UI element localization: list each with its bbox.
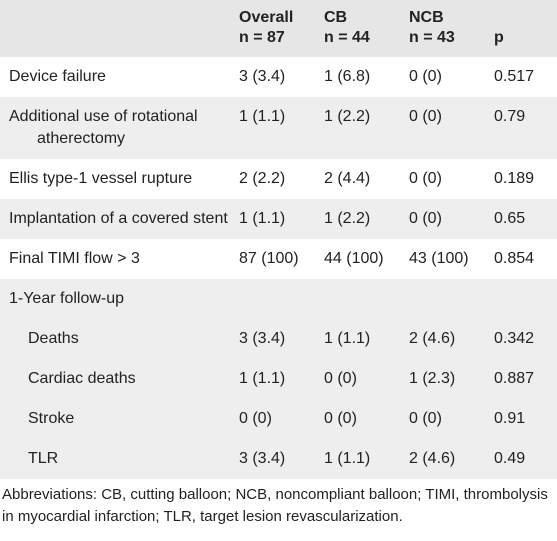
column-n: n = 44 (324, 29, 370, 46)
cell: 0.342 (494, 330, 535, 347)
cell: 0 (0) (409, 210, 442, 227)
cell: 1 (2.2) (324, 108, 371, 125)
column-header: NCB n = 43 (409, 0, 494, 57)
cell: 2 (4.4) (324, 170, 371, 187)
header-empty (0, 0, 239, 57)
cell: 0.65 (494, 210, 526, 227)
table-header: Overall n = 87 CB n = 44 NCB n = 43 p (0, 0, 557, 57)
table-row: Deaths 3 (3.4) 1 (1.1) 2 (4.6) 0.342 (0, 319, 557, 359)
cell: 1 (1.1) (239, 108, 286, 125)
cell: 43 (100) (409, 250, 469, 267)
cell: 0.91 (494, 410, 526, 427)
cell: 3 (3.4) (239, 450, 286, 467)
cell: 0.854 (494, 250, 535, 267)
cell: 0.517 (494, 68, 535, 85)
cell: 1 (1.1) (324, 450, 371, 467)
row-label: Ellis type-1 vessel rupture (9, 170, 193, 187)
table-row: Stroke 0 (0) 0 (0) 0 (0) 0.91 (0, 399, 557, 439)
table-row: Implantation of a covered stent 1 (1.1) 1 … (0, 199, 557, 239)
cell: 3 (3.4) (239, 330, 286, 347)
column-header: CB n = 44 (324, 0, 409, 57)
cell: 0.189 (494, 170, 535, 187)
table-row: Additional use of rotational atherectomy… (0, 97, 557, 159)
column-title: CB (324, 9, 348, 26)
table-row: Ellis type-1 vessel rupture 2 (2.2) 2 (4.4… (0, 159, 557, 199)
cell: 0 (0) (409, 170, 442, 187)
row-label: Additional use of rotational atherectomy (9, 108, 198, 147)
header-row: Overall n = 87 CB n = 44 NCB n = 43 p (0, 0, 557, 57)
row-label: TLR (28, 450, 59, 467)
row-label: Stroke (28, 410, 75, 427)
cell: 0 (0) (324, 370, 357, 387)
cell: 1 (6.8) (324, 68, 371, 85)
spacer (494, 8, 557, 28)
row-label: Deaths (28, 330, 79, 347)
table-row: Cardiac deaths 1 (1.1) 0 (0) 1 (2.3) 0.887 (0, 359, 557, 399)
table-body: Device failure 3 (3.4) 1 (6.8) 0 (0) 0.517 Ad… (0, 57, 557, 479)
row-label: Device failure (9, 68, 106, 85)
table-row: Device failure 3 (3.4) 1 (6.8) 0 (0) 0.517 (0, 57, 557, 97)
cell: 0 (0) (409, 410, 442, 427)
cell: 1 (2.3) (409, 370, 456, 387)
column-header: Overall n = 87 (239, 0, 324, 57)
row-label: Cardiac deaths (28, 370, 136, 387)
column-title: NCB (409, 9, 444, 26)
cell: 1 (2.2) (324, 210, 371, 227)
cell: 2 (4.6) (409, 330, 456, 347)
section-label: 1-Year follow-up (9, 290, 125, 307)
cell: 0 (0) (409, 108, 442, 125)
row-label: Implantation of a covered stent (9, 210, 228, 227)
cell: 1 (1.1) (324, 330, 371, 347)
cell: 2 (4.6) (409, 450, 456, 467)
section-row: 1-Year follow-up (0, 279, 557, 319)
cell: 3 (3.4) (239, 68, 286, 85)
cell: 0.887 (494, 370, 535, 387)
cell: 1 (1.1) (239, 210, 286, 227)
table-row: Final TIMI flow > 3 87 (100) 44 (100) 43 (1… (0, 239, 557, 279)
cell: 44 (100) (324, 250, 384, 267)
cell: 0 (0) (239, 410, 272, 427)
cell: 0.49 (494, 450, 526, 467)
cell: 1 (1.1) (239, 370, 286, 387)
column-n: p (494, 29, 504, 46)
row-label: Final TIMI flow > 3 (9, 250, 140, 267)
results-table: Overall n = 87 CB n = 44 NCB n = 43 p Device … (0, 0, 557, 479)
column-n: n = 87 (239, 29, 285, 46)
cell: 87 (100) (239, 250, 299, 267)
column-title: Overall (239, 9, 294, 26)
column-n: n = 43 (409, 29, 455, 46)
cell: 0 (0) (409, 68, 442, 85)
footnote: Abbreviations: CB, cutting balloon; NCB,… (2, 486, 548, 525)
cell: 2 (2.2) (239, 170, 286, 187)
cell: 0.79 (494, 108, 526, 125)
cell: 0 (0) (324, 410, 357, 427)
column-header: p (494, 0, 557, 57)
table-row: TLR 3 (3.4) 1 (1.1) 2 (4.6) 0.49 (0, 439, 557, 479)
